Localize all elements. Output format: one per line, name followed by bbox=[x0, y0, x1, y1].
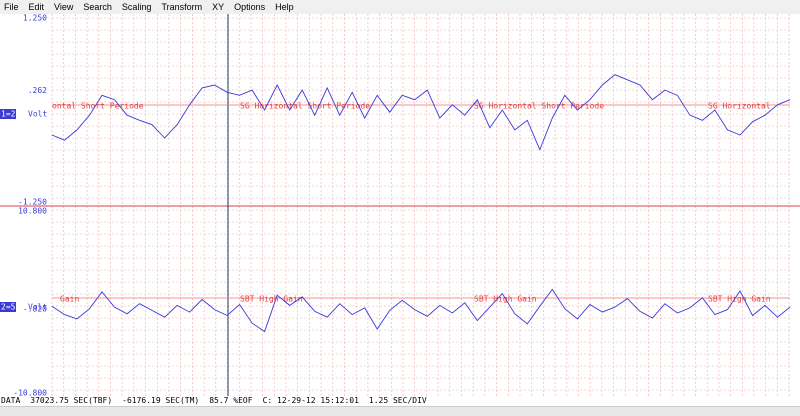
channel-badge bbox=[0, 109, 16, 119]
status-field: 37023.75 SEC(TBF) bbox=[30, 396, 113, 405]
trace-annotation: SG Horizontal Short Periode bbox=[240, 102, 370, 111]
y-tick-label: -1.250 bbox=[18, 198, 47, 207]
menu-item[interactable]: Options bbox=[234, 2, 266, 12]
channel-label: 1=2 bbox=[1, 110, 16, 119]
y-tick-label: 10.800 bbox=[18, 207, 47, 216]
menu-item[interactable]: File bbox=[4, 2, 19, 12]
status-field: C: 12-29-12 15:12:01 bbox=[262, 396, 359, 405]
y-tick-label: 1.250 bbox=[23, 14, 47, 23]
menu-item[interactable]: View bbox=[54, 2, 74, 12]
channel-label: 2=5 bbox=[1, 303, 16, 312]
y-tick-label: -10.800 bbox=[13, 389, 47, 397]
menu-bar: File Edit View Search Scaling Transform XY Opti… bbox=[0, 0, 800, 14]
menu-item[interactable]: Help bbox=[275, 2, 294, 12]
status-field: 85.7 %EOF bbox=[209, 396, 253, 405]
trace-annotation: ontal Short Periode bbox=[52, 102, 144, 111]
menu-item[interactable]: Search bbox=[83, 2, 112, 12]
menu-item[interactable]: Edit bbox=[28, 2, 45, 12]
status-bar: DATA 37023.75 SEC(TBF) -6176.19 SEC(TM) 85.… bbox=[0, 396, 800, 406]
trace-annotation: SG Horizontal Short Periode bbox=[474, 102, 604, 111]
unit-label: Volt bbox=[28, 303, 47, 312]
menu-item[interactable]: XY bbox=[212, 2, 225, 12]
status-field: -6176.19 SEC(TM) bbox=[122, 396, 200, 405]
trace-annotation: SBT High Gain bbox=[708, 295, 771, 304]
status-field: DATA bbox=[1, 396, 21, 405]
scrollbar[interactable] bbox=[0, 406, 800, 416]
menu-item[interactable]: Scaling bbox=[121, 2, 152, 12]
plot-area: 1.250 .262 -1.250 1=2 Volt ontal Short Period… bbox=[0, 14, 800, 396]
trace bbox=[51, 288, 791, 333]
trace bbox=[51, 74, 791, 151]
trace-annotation: SG Horizontal bbox=[708, 102, 771, 111]
trace-annotation: SBT High Gain bbox=[240, 295, 303, 304]
menu-item[interactable]: Transform bbox=[161, 2, 203, 12]
trace-annotation: Gain bbox=[60, 295, 79, 304]
channel-badge bbox=[0, 302, 16, 312]
y-tick-label: .262 bbox=[28, 86, 47, 95]
y-tick-label: -.820 bbox=[23, 304, 47, 313]
unit-label: Volt bbox=[28, 110, 47, 119]
status-field: 1.25 SEC/DIV bbox=[368, 396, 427, 405]
